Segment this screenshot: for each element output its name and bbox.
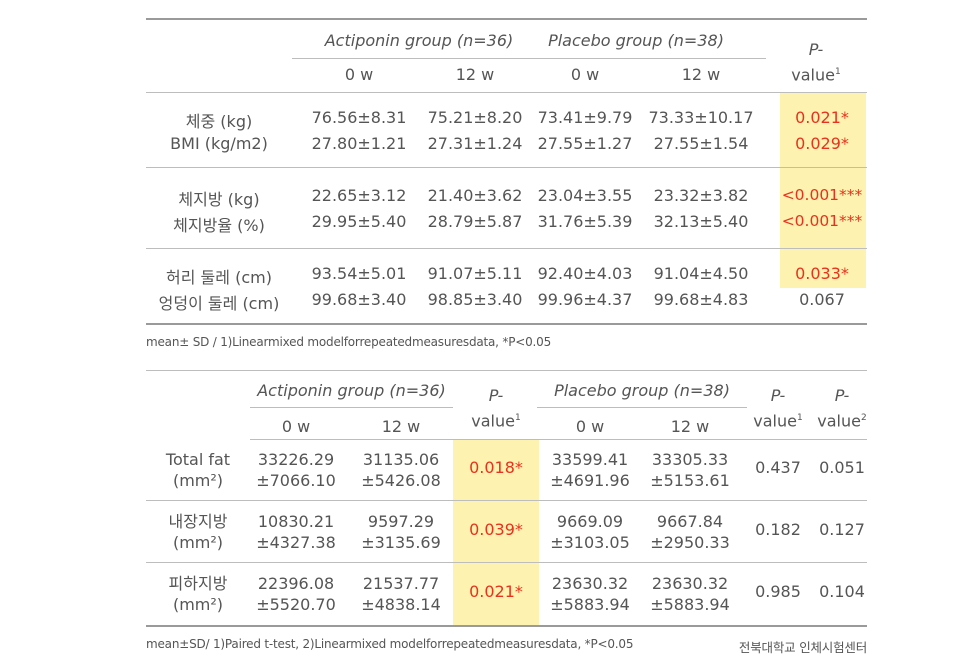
week-header: 12 w: [670, 417, 710, 436]
table2-group-rule: [537, 407, 747, 408]
row-label: 내장지방 (mm²): [168, 512, 228, 552]
row-label: 피하지방 (mm²): [168, 574, 228, 614]
table1-row-divider: [146, 248, 867, 249]
p-value-header: P- value1: [471, 386, 521, 431]
table1-header-rule: [146, 92, 867, 93]
row-label: 체중 (kg): [185, 112, 253, 131]
p-value: 0.051: [819, 458, 865, 477]
p-value: 0.104: [819, 582, 865, 601]
p-value: 0.021*: [469, 582, 523, 601]
row-label: 체지방 (kg): [178, 190, 260, 209]
week-header: 0 w: [575, 417, 605, 436]
p-value: 0.029*: [795, 134, 849, 153]
table1-bottom-rule: [146, 323, 867, 325]
table2-bottom-rule: [146, 625, 867, 627]
p-value: 0.033*: [795, 264, 849, 283]
p-value-highlight: [453, 439, 539, 625]
row-label: 엉덩이 둘레 (cm): [158, 294, 280, 313]
week-header: 12 w: [455, 65, 495, 84]
p-value-header: P- value2: [817, 386, 867, 431]
p-value-header: P- value1: [753, 386, 803, 431]
week-header: 0 w: [281, 417, 311, 436]
p-value: 0.182: [755, 520, 801, 539]
p-value: 0.039*: [469, 520, 523, 539]
p-value: 0.067: [799, 290, 845, 309]
table2-row-divider: [146, 562, 867, 563]
source-credit: 전북대학교 인체시험센터: [738, 640, 867, 655]
week-header: 0 w: [570, 65, 600, 84]
week-header: 0 w: [344, 65, 374, 84]
p-value-highlight: [780, 92, 866, 288]
group-header-placebo: Placebo group (n=38): [548, 31, 724, 50]
row-label: 허리 둘레 (cm): [166, 268, 272, 287]
table1-footnote: mean± SD / 1)Linearmixed modelforrepeate…: [146, 335, 552, 349]
table1-row-divider: [146, 167, 867, 168]
group-header-actiponin: Actiponin group (n=36): [324, 31, 514, 50]
table2-row-divider: [146, 500, 867, 501]
group-header-actiponin: Actiponin group (n=36): [257, 381, 446, 400]
table2-group-rule: [250, 407, 453, 408]
week-header: 12 w: [381, 417, 421, 436]
p-value: 0.021*: [795, 108, 849, 127]
group-header-placebo: Placebo group (n=38): [554, 381, 730, 400]
p-value: 0.127: [819, 520, 865, 539]
week-header: 12 w: [681, 65, 721, 84]
p-value: <0.001***: [781, 186, 863, 204]
row-label: BMI (kg/m2): [170, 134, 268, 153]
row-label: Total fat (mm²): [165, 450, 231, 490]
p-value: 0.985: [755, 582, 801, 601]
p-value: <0.001***: [781, 212, 863, 230]
table2-footnote: mean±SD/ 1)Paired t-test, 2)Linearmixed …: [146, 637, 634, 651]
p-value-header: P- value1: [791, 40, 841, 85]
table2-top-rule: [146, 370, 867, 371]
table1-group-rule: [292, 58, 766, 59]
table2-header-rule: [250, 439, 867, 440]
row-label: 체지방율 (%): [173, 216, 265, 235]
p-value: 0.018*: [469, 458, 523, 477]
p-value: 0.437: [755, 458, 801, 477]
table1-top-rule: [146, 18, 867, 20]
